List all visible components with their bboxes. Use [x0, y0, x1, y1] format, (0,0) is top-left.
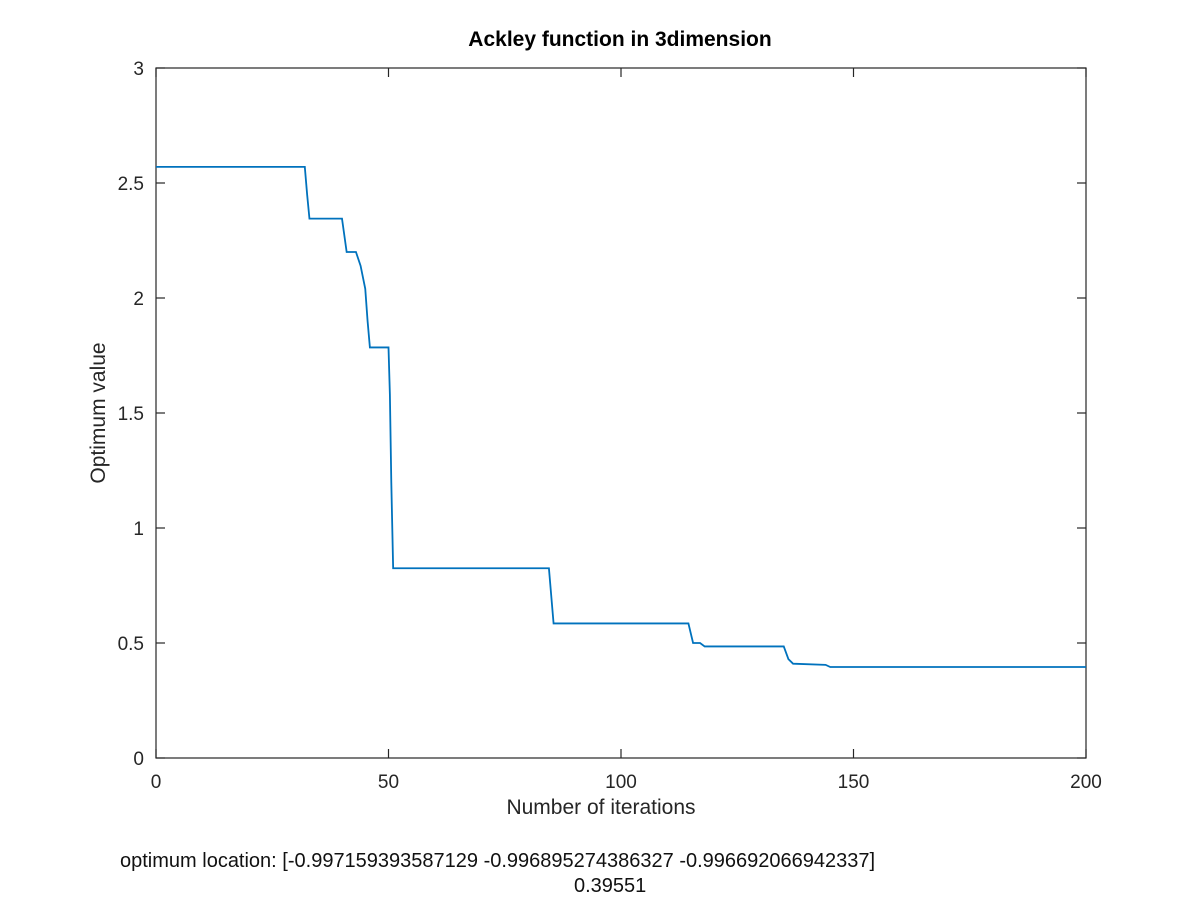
y-axis-label: Optimum value: [87, 342, 110, 483]
x-tick-label: 100: [605, 772, 637, 793]
y-tick-label: 0.5: [118, 634, 144, 655]
y-tick-label: 1.5: [118, 404, 144, 425]
y-tick-label: 2.5: [118, 174, 144, 195]
x-tick-label: 200: [1070, 772, 1102, 793]
x-tick-label: 150: [838, 772, 870, 793]
y-tick-label: 3: [133, 59, 144, 80]
x-axis-label: Number of iterations: [506, 796, 695, 819]
y-tick-label: 2: [133, 289, 144, 310]
x-tick-labels: 0 50 100 150 200: [151, 772, 1102, 793]
chart-title: Ackley function in 3dimension: [468, 28, 771, 51]
optimum-location-text: optimum location: [-0.997159393587129 -0…: [120, 850, 876, 872]
y-tick-label: 0: [133, 749, 144, 770]
x-tick-label: 50: [378, 772, 399, 793]
y-tick-labels: 0 0.5 1 1.5 2 2.5 3: [118, 59, 144, 770]
plot-area: [155, 67, 1087, 759]
optimum-value-text: 0.39551: [574, 875, 647, 897]
series-line: [156, 166, 1086, 668]
y-tick-label: 1: [133, 519, 144, 540]
axis-ticks: [155, 67, 1087, 759]
x-tick-label: 0: [151, 772, 162, 793]
chart: Ackley function in 3dimension 0 50 100 150 2…: [87, 28, 1102, 819]
